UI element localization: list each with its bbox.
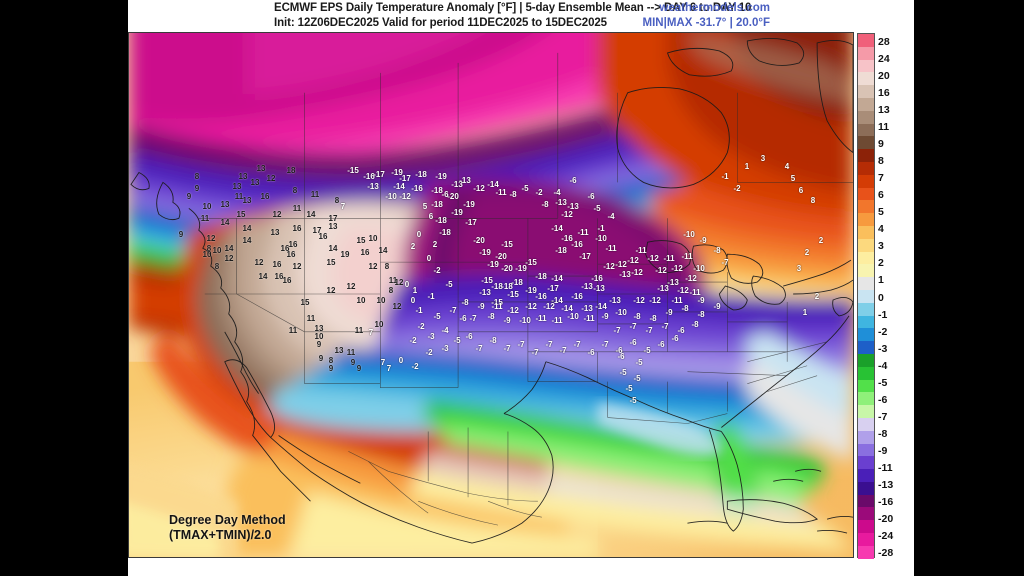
method-line-2: (TMAX+TMIN)/2.0 xyxy=(169,528,272,542)
colorbar-swatch xyxy=(858,238,874,252)
colorbar-swatch xyxy=(858,46,874,60)
colorbar xyxy=(857,33,875,559)
colorbar-tick-label: 2 xyxy=(878,257,884,270)
colorbar-tick-label: -1 xyxy=(878,308,888,321)
brand-label: weathermodels.com xyxy=(659,2,770,14)
colorbar-swatch xyxy=(858,34,874,47)
colorbar-swatch xyxy=(858,328,874,342)
colorbar-swatch xyxy=(858,507,874,521)
colorbar-tick-label: 24 xyxy=(878,53,890,66)
colorbar-swatch xyxy=(858,545,874,559)
colorbar-swatch xyxy=(858,123,874,137)
political-border-layer xyxy=(198,52,853,526)
colorbar-swatch xyxy=(858,366,874,380)
method-line-1: Degree Day Method xyxy=(169,513,286,527)
footer-backdrop xyxy=(128,558,914,576)
colorbar-swatch xyxy=(858,353,874,367)
method-annotation: Degree Day Method (TMAX+TMIN)/2.0 xyxy=(169,513,286,543)
page-title: ECMWF EPS Daily Temperature Anomaly [°F]… xyxy=(274,2,752,14)
colorbar-swatch xyxy=(858,494,874,508)
colorbar-swatch xyxy=(858,341,874,354)
colorbar-swatch xyxy=(858,469,874,482)
colorbar-swatch xyxy=(858,277,874,290)
colorbar-tick-label: -4 xyxy=(878,359,888,372)
colorbar-swatch xyxy=(858,149,874,162)
colorbar-tick-label: -11 xyxy=(878,461,893,474)
colorbar-swatch xyxy=(858,213,874,226)
temperature-anomaly-raster xyxy=(129,33,853,557)
colorbar-tick-label: -16 xyxy=(878,495,894,508)
colorbar-swatch xyxy=(858,174,874,188)
colorbar-swatch xyxy=(858,251,874,265)
colorbar-swatch xyxy=(858,72,874,86)
colorbar-swatch xyxy=(858,136,874,150)
colorbar-tick-label: 1 xyxy=(878,274,884,287)
colorbar-swatch xyxy=(858,379,874,393)
colorbar-tick-label: 11 xyxy=(878,121,890,134)
colorbar-tick-label: 8 xyxy=(878,155,884,168)
colorbar-swatch xyxy=(858,392,874,406)
colorbar-swatch xyxy=(858,161,874,175)
colorbar-swatch xyxy=(858,187,874,201)
colorbar-swatch xyxy=(858,443,874,457)
colorbar-tick-label: 13 xyxy=(878,104,890,117)
colorbar-swatch xyxy=(858,456,874,470)
colorbar-tick-label: 7 xyxy=(878,172,884,185)
colorbar-swatch xyxy=(858,225,874,239)
colorbar-tick-label: -6 xyxy=(878,393,888,406)
colorbar-tick-label: 16 xyxy=(878,87,890,100)
colorbar-tick-label: -8 xyxy=(878,427,888,440)
colorbar-tick-label: 28 xyxy=(878,36,890,48)
map-frame[interactable]: 8 9 9 10 13 11 13 13 13 11 13 15 14 14 14 13 12 16 12 13 18 8… xyxy=(128,32,854,558)
colorbar-swatch xyxy=(858,59,874,73)
colorbar-swatch xyxy=(858,315,874,329)
colorbar-tick-label: -9 xyxy=(878,444,888,457)
colorbar-swatch xyxy=(858,405,874,418)
colorbar-tick-label: -28 xyxy=(878,547,894,559)
colorbar-tick-label: 9 xyxy=(878,138,884,151)
init-valid-subtitle: Init: 12Z06DEC2025 Valid for period 11DE… xyxy=(274,17,607,29)
colorbar-tick-label: -5 xyxy=(878,376,888,389)
header-band: ECMWF EPS Daily Temperature Anomaly [°F]… xyxy=(128,0,896,32)
colorbar-swatch xyxy=(858,302,874,316)
colorbar-tick-label: 3 xyxy=(878,240,884,253)
colorbar-tick-label: -7 xyxy=(878,410,888,423)
colorbar-swatch xyxy=(858,264,874,278)
colorbar-swatch xyxy=(858,430,874,444)
colorbar-tick-label: 20 xyxy=(878,70,890,83)
colorbar-swatch xyxy=(858,520,874,534)
colorbar-swatch xyxy=(858,481,874,495)
colorbar-tick-label: 0 xyxy=(878,291,884,304)
colorbar-tick-label: 6 xyxy=(878,189,884,202)
colorbar-tick-label: 5 xyxy=(878,206,884,219)
colorbar-swatch xyxy=(858,289,874,303)
coastline-layer xyxy=(130,37,853,544)
colorbar-tick-label: -13 xyxy=(878,478,894,491)
colorbar-swatch xyxy=(858,110,874,124)
colorbar-tick-label: -2 xyxy=(878,325,888,338)
colorbar-swatch xyxy=(858,533,874,546)
colorbar-swatch xyxy=(858,417,874,431)
colorbar-labels: 28 24 20 16 13 11 9 8 7 6 5 4 3 2 1 0 -1 -2 -3 -4 -5 -6 -7 -8 -9… xyxy=(878,33,912,559)
colorbar-swatch xyxy=(858,97,874,111)
colorbar-tick-label: -24 xyxy=(878,529,894,542)
colorbar-tick-label: 4 xyxy=(878,223,884,236)
colorbar-tick-label: -3 xyxy=(878,342,888,355)
colorbar-swatch xyxy=(858,85,874,98)
colorbar-tick-label: -20 xyxy=(878,512,894,525)
colorbar-swatch xyxy=(858,200,874,214)
minmax-label: MIN|MAX -31.7° | 20.0°F xyxy=(642,17,770,29)
